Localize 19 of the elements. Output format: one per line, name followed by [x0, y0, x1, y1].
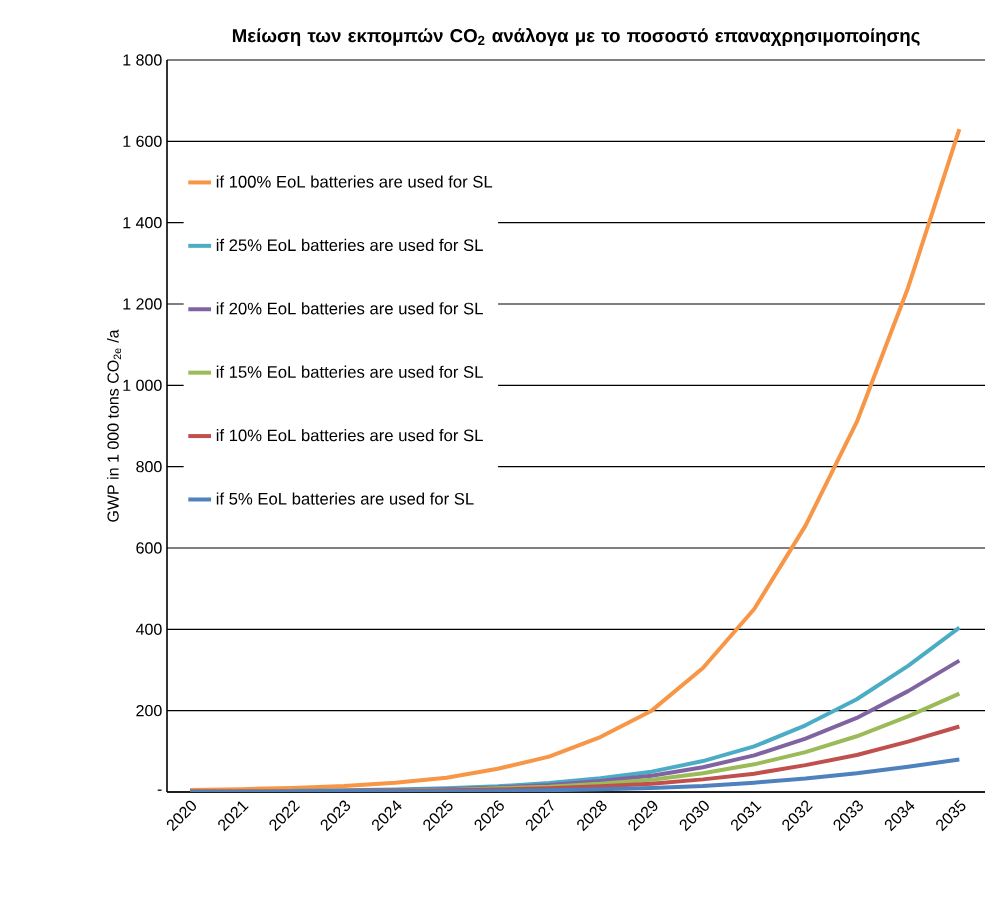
y-tick-label: - — [157, 789, 162, 791]
legend-label: if 100% EoL batteries are used for SL — [216, 175, 493, 188]
line-series — [188, 127, 962, 792]
legend-label: if 15% EoL batteries are used for SL — [216, 365, 483, 378]
y-tick-label: 1 800 — [123, 54, 162, 66]
legend-label: if 25% EoL batteries are used for SL — [216, 238, 483, 252]
y-tick-label: 1 400 — [123, 217, 162, 229]
y-tick-label: 1 600 — [123, 135, 162, 147]
y-tick-label: 200 — [136, 705, 162, 717]
y-tick-label: 400 — [135, 623, 162, 635]
y-axis-title: GWP in 1 000 tons CO$_{2e}$ /a — [107, 329, 122, 522]
chart-title: Μείωση των εκπομπών CO$_{2}$ ανάλογα με το ποσοστό επαναχρησιμοποίησης — [232, 28, 920, 46]
legend-label: if 10% EoL batteries are used for SL — [216, 429, 483, 442]
legend-label: if 5% EoL batteries are used for SL — [216, 492, 474, 505]
legend-label: if 20% EoL batteries are used for SL — [216, 302, 483, 315]
y-tick-label: 800 — [136, 461, 162, 473]
y-tick-label: 600 — [136, 542, 162, 554]
y-tick-label: 1 200 — [123, 298, 162, 310]
y-tick-label: 1 000 — [123, 379, 162, 391]
